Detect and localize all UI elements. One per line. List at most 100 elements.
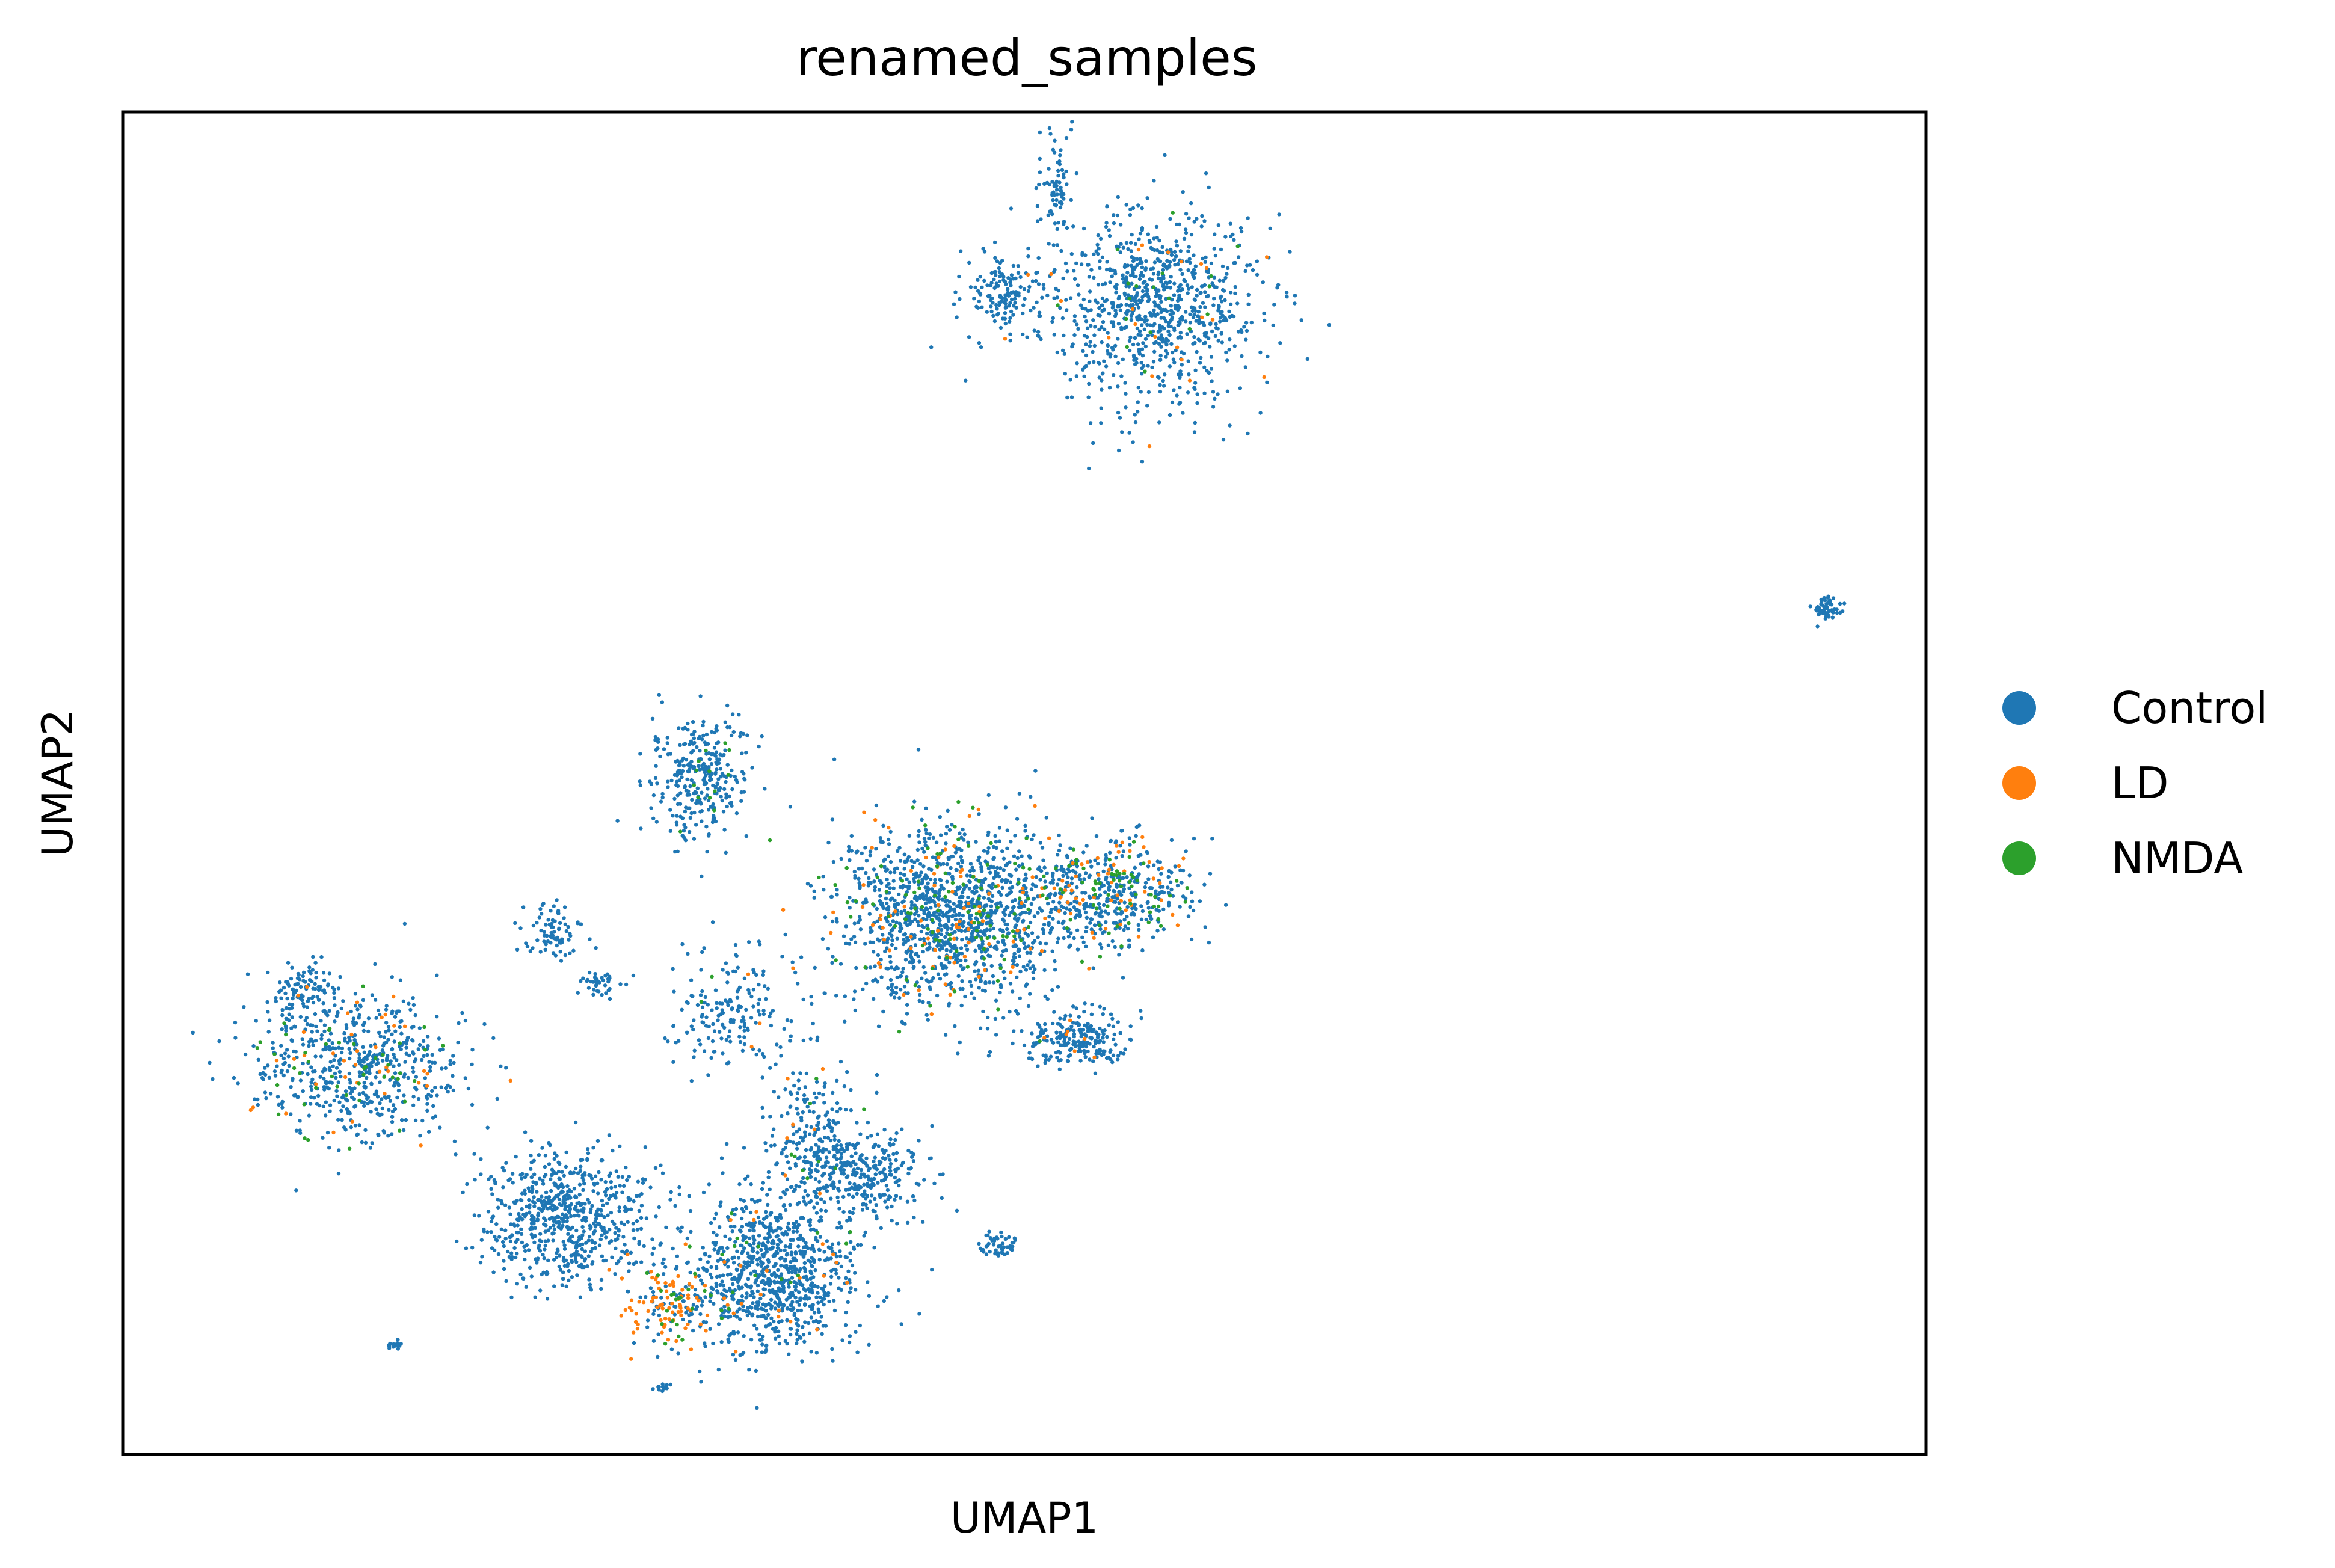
scatter-point-control [361,1100,366,1105]
scatter-point-control [899,926,904,930]
scatter-point-control [520,1240,525,1245]
scatter-point-control [1244,328,1249,333]
scatter-point-control [1057,159,1062,164]
scatter-point-control [881,859,886,863]
scatter-point-control [873,964,877,968]
scatter-point-control [267,1018,272,1022]
scatter-point-control [1196,310,1201,314]
scatter-point-control [393,1029,398,1033]
scatter-point-control [381,1044,386,1048]
scatter-point-control [1096,896,1100,900]
scatter-point-control [816,1116,820,1120]
scatter-point-control [1038,952,1042,956]
scatter-point-control [1188,321,1193,325]
scatter-point-control [1023,910,1028,915]
scatter-point-control [1266,354,1270,359]
scatter-point-control [368,1099,372,1104]
scatter-point-control [620,1190,624,1194]
scatter-point-control [1146,877,1151,881]
scatter-point-control [504,1066,508,1070]
scatter-point-control [1838,601,1842,606]
scatter-point-control [1178,369,1183,374]
scatter-point-control [286,961,291,965]
scatter-point-control [1124,303,1128,307]
scatter-point-control [912,912,917,917]
scatter-point-control [1185,283,1190,287]
scatter-point-control [334,1066,339,1070]
scatter-point-control [1023,878,1027,882]
scatter-point-control [988,928,992,932]
scatter-point-control [888,977,893,982]
scatter-point-control [1047,914,1051,919]
scatter-point-control [1056,288,1061,293]
scatter-point-control [569,1189,573,1194]
scatter-point-control [823,915,828,920]
scatter-point-control [595,977,599,982]
scatter-point-control [1124,325,1129,329]
scatter-point-control [1106,331,1110,335]
scatter-point-control [390,1009,395,1013]
scatter-point-control [1100,945,1104,950]
scatter-point-control [425,1053,429,1057]
scatter-point-control [1084,1041,1089,1045]
scatter-point-control [702,1049,707,1053]
scatter-point-control [928,877,933,882]
scatter-point-control [542,1256,546,1261]
scatter-point-control [404,1045,408,1050]
scatter-point-control [1186,390,1190,395]
scatter-point-control [1195,392,1199,396]
scatter-point-control [560,1283,564,1287]
scatter-point-control [1051,1021,1055,1026]
scatter-point-control [295,1095,300,1099]
scatter-point-control [1001,940,1006,944]
scatter-point-control [1114,291,1118,295]
scatter-point-control [1136,203,1140,208]
scatter-point-control [1125,271,1130,275]
scatter-point-control [997,270,1002,274]
scatter-point-control [477,1214,481,1218]
scatter-point-control [779,1054,783,1058]
scatter-point-control [1089,1036,1094,1041]
scatter-point-control [1118,1031,1122,1035]
scatter-point-control [868,853,873,858]
scatter-point-control [1158,259,1163,263]
scatter-point-control [1094,911,1098,915]
scatter-point-control [780,1151,784,1156]
scatter-point-control [499,1064,503,1069]
scatter-point-control [525,1243,529,1247]
scatter-point-control [724,796,728,800]
scatter-point-control [848,1290,852,1294]
scatter-point-control [1150,333,1154,337]
scatter-point-control [1069,1024,1074,1029]
scatter-point-control [1072,936,1076,941]
scatter-point-control [692,837,697,841]
scatter-point-control [1143,315,1148,319]
scatter-point-control [529,1160,534,1164]
scatter-point-control [990,885,994,890]
scatter-point-control [366,1016,371,1021]
scatter-point-control [1088,299,1092,303]
scatter-point-control [1036,935,1040,939]
scatter-point-control [1231,232,1235,237]
scatter-point-control [1018,275,1023,280]
scatter-point-control [289,976,294,981]
scatter-point-control [430,1060,434,1065]
scatter-point-control [757,939,761,944]
scatter-point-control [579,1158,583,1163]
scatter-point-control [928,896,932,900]
scatter-point-control [1075,913,1079,917]
scatter-point-control [1202,365,1207,369]
scatter-point-control [334,1014,339,1018]
scatter-point-control [1056,936,1060,941]
scatter-point-control [972,297,976,301]
scatter-point-control [980,285,984,289]
scatter-point-control [797,1087,801,1091]
scatter-point-control [1188,260,1192,265]
scatter-point-control [725,763,730,767]
scatter-point-control [885,920,890,924]
scatter-point-control [1062,222,1066,226]
scatter-point-control [353,1033,357,1038]
scatter-point-control [334,1075,338,1080]
scatter-point-control [1152,179,1156,183]
scatter-point-control [338,974,342,979]
